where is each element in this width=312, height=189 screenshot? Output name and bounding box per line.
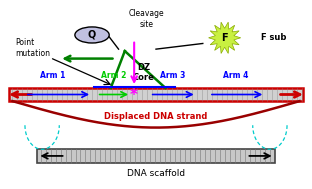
Text: Arm 2: Arm 2 (101, 71, 127, 80)
Text: Arm 1: Arm 1 (40, 71, 66, 80)
Text: Point
mutation: Point mutation (16, 39, 51, 58)
Text: DZ
Core: DZ Core (133, 63, 154, 82)
Bar (9, 88, 303, 101)
Text: Displaced DNA strand: Displaced DNA strand (104, 112, 208, 121)
Text: Arm 4: Arm 4 (223, 71, 248, 80)
Bar (37, 149, 275, 163)
Text: Arm 3: Arm 3 (160, 71, 186, 80)
Text: Cleavage
site: Cleavage site (129, 9, 164, 29)
Text: DNA scaffold: DNA scaffold (127, 169, 185, 178)
Text: F: F (221, 33, 228, 43)
Text: F sub: F sub (261, 33, 286, 42)
Text: *: * (130, 88, 138, 103)
Text: Q: Q (88, 30, 96, 40)
Ellipse shape (75, 27, 109, 43)
Polygon shape (209, 22, 241, 53)
